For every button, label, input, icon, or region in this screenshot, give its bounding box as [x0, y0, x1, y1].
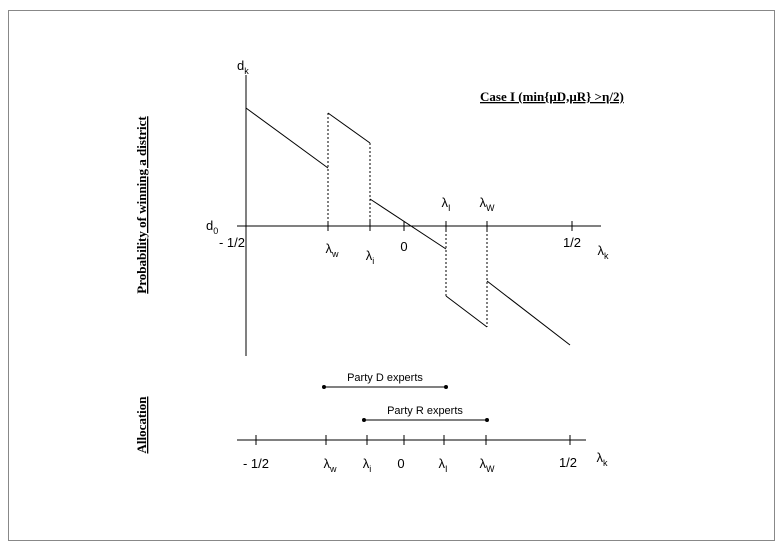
label-main: d [237, 58, 244, 73]
label-sub: w [331, 249, 339, 259]
frame [8, 10, 775, 541]
label-main: - 1/2 [219, 235, 245, 250]
label-main: λ [438, 456, 445, 471]
label-sub: k [244, 66, 249, 76]
label-main: λ [324, 456, 331, 471]
axis-label: λi [366, 248, 375, 266]
bottom-diagram [237, 385, 586, 445]
label-sub: k [604, 251, 609, 261]
axis-label: λI [438, 456, 447, 474]
case-title: Case I (min{μD,μR} >η/2) [480, 89, 624, 104]
axis-label: d0 [206, 218, 218, 236]
top-diagram [237, 75, 601, 356]
interval-end [444, 385, 448, 389]
interval-end [485, 418, 489, 422]
label-sub: W [486, 464, 495, 474]
label-sub: I [445, 464, 448, 474]
interval-end [322, 385, 326, 389]
curve-segment [369, 198, 447, 250]
label-main: 1/2 [563, 235, 581, 250]
axis-label: 1/2 [563, 235, 581, 250]
axis-label: λk [598, 243, 610, 261]
label-sub: i [372, 256, 374, 266]
label-main: λ [598, 243, 605, 258]
axis-label: λI [441, 195, 450, 213]
axis-label: 0 [397, 456, 404, 471]
label-main: 0 [397, 456, 404, 471]
axis-label: λi [363, 456, 372, 474]
curve-segment [245, 107, 329, 169]
curve-segment [445, 295, 488, 328]
axis-label: - 1/2 [219, 235, 245, 250]
axis-label: - 1/2 [243, 456, 269, 471]
allocation-label: Allocation [134, 396, 149, 454]
axis-label: λW [480, 456, 496, 474]
label-main: 0 [400, 239, 407, 254]
label-main: λ [441, 195, 448, 210]
label-main: d [206, 218, 213, 233]
curve-segment [327, 112, 371, 144]
interval-end [362, 418, 366, 422]
label-main: λ [366, 248, 373, 263]
label-sub: w [329, 464, 337, 474]
axis-label: dk [237, 58, 249, 76]
axis-label: 0 [400, 239, 407, 254]
axis-label: λk [597, 450, 609, 468]
label-sub: I [448, 203, 451, 213]
axis-label: 1/2 [559, 455, 577, 470]
axis-label: λw [326, 241, 340, 259]
label-main: 1/2 [559, 455, 577, 470]
axis-label: λw [324, 456, 338, 474]
label-main: - 1/2 [243, 456, 269, 471]
label-sub: W [486, 203, 495, 213]
label-main: λ [597, 450, 604, 465]
interval-label: Party R experts [387, 405, 463, 417]
label-sub: i [369, 464, 371, 474]
y-axis-label: Probability of winning a district [134, 116, 149, 294]
label-sub: k [603, 458, 608, 468]
label-main: λ [480, 456, 487, 471]
label-main: λ [363, 456, 370, 471]
label-sub: 0 [213, 226, 218, 236]
label-main: λ [326, 241, 333, 256]
axis-label: λW [480, 195, 496, 213]
interval-label: Party D experts [347, 372, 423, 384]
curve-segment [486, 280, 571, 346]
label-main: λ [480, 195, 487, 210]
